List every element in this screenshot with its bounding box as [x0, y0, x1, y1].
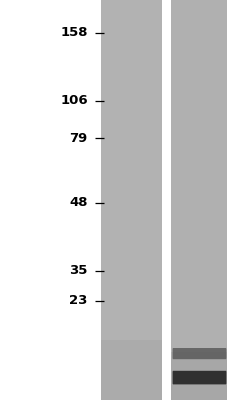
Bar	[170, 0, 227, 400]
FancyBboxPatch shape	[172, 371, 225, 384]
Bar	[170, 352, 227, 400]
Text: 23: 23	[69, 294, 87, 307]
Text: 158: 158	[60, 26, 87, 39]
FancyBboxPatch shape	[172, 348, 225, 359]
Bar	[161, 0, 170, 400]
Text: 106: 106	[60, 94, 87, 107]
Text: 35: 35	[69, 264, 87, 277]
Bar	[101, 0, 161, 400]
Text: 48: 48	[69, 196, 87, 209]
Bar	[101, 340, 161, 400]
Text: 79: 79	[69, 132, 87, 144]
